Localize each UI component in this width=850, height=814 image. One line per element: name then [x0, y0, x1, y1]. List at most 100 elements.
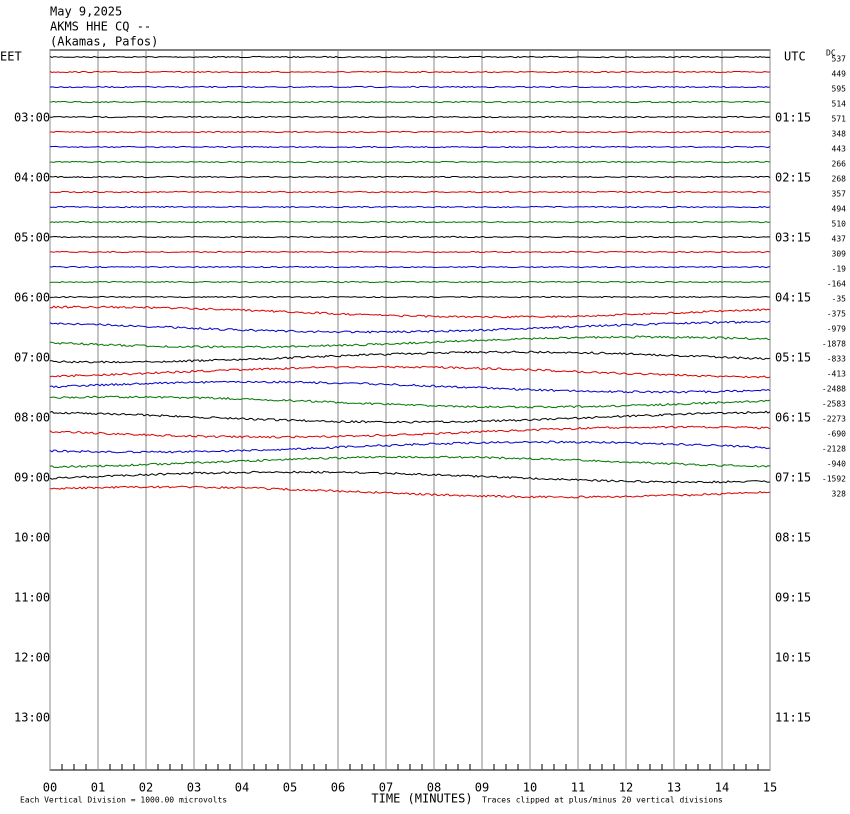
x-tick-label: 05 — [283, 781, 297, 795]
dc-offset: 268 — [832, 175, 847, 184]
dc-offset: 443 — [832, 145, 847, 154]
trace — [49, 485, 771, 499]
dc-offset: -2583 — [822, 400, 846, 409]
trace — [49, 470, 771, 484]
trace — [49, 335, 771, 349]
dc-label: DC — [826, 49, 836, 58]
x-tick-label: 12 — [619, 781, 633, 795]
trace — [49, 280, 770, 284]
dc-offset: 449 — [832, 70, 847, 79]
footer-left: Each Vertical Division = 1000.00 microvo… — [20, 796, 227, 805]
trace — [49, 160, 771, 164]
dc-offset: -2273 — [822, 415, 846, 424]
dc-offset: -375 — [827, 310, 846, 319]
dc-offset: 595 — [832, 85, 847, 94]
left-hour: 07:00 — [14, 351, 50, 365]
x-tick-label: 02 — [139, 781, 153, 795]
trace — [49, 365, 771, 379]
dc-offset: 510 — [832, 220, 847, 229]
trace — [49, 425, 771, 439]
right-hour: 07:15 — [775, 471, 811, 485]
x-tick-label: 06 — [331, 781, 345, 795]
right-hour: 06:15 — [775, 411, 811, 425]
trace — [50, 130, 771, 134]
trace — [49, 235, 771, 239]
trace — [49, 265, 771, 269]
right-hour: 03:15 — [775, 231, 811, 245]
dc-offset: 348 — [832, 130, 847, 139]
plot-frame — [49, 49, 771, 771]
dc-offset: -690 — [827, 430, 846, 439]
dc-offset: -2488 — [822, 385, 846, 394]
trace — [49, 395, 771, 409]
dc-offset: 437 — [832, 235, 847, 244]
dc-offset: -1592 — [822, 475, 846, 484]
dc-offset: -2128 — [822, 445, 846, 454]
dc-offset: 309 — [832, 250, 847, 259]
left-zone: EET — [0, 50, 22, 64]
left-hour: 09:00 — [14, 471, 50, 485]
trace — [49, 320, 771, 334]
dc-offset: 571 — [832, 115, 847, 124]
left-hour: 06:00 — [14, 291, 50, 305]
trace — [49, 440, 771, 454]
left-hour: 10:00 — [14, 531, 50, 545]
x-tick-label: 09 — [475, 781, 489, 795]
trace — [49, 220, 771, 224]
x-tick-label: 04 — [235, 781, 249, 795]
left-hour: 13:00 — [14, 711, 50, 725]
dc-offset: 537 — [832, 55, 847, 64]
x-label: TIME (MINUTES) — [371, 792, 472, 806]
x-tick-label: 03 — [187, 781, 201, 795]
left-hour: 04:00 — [14, 171, 50, 185]
dc-offset: 357 — [832, 190, 847, 199]
trace — [50, 295, 770, 299]
trace — [49, 205, 771, 209]
right-hour: 01:15 — [775, 111, 811, 125]
dc-offset: 328 — [832, 490, 847, 499]
trace — [49, 190, 771, 194]
right-hour: 08:15 — [775, 531, 811, 545]
right-hour: 11:15 — [775, 711, 811, 725]
dc-offset: 266 — [832, 160, 847, 169]
dc-offset: -940 — [827, 460, 846, 469]
dc-offset: -164 — [827, 280, 846, 289]
x-tick-label: 13 — [667, 781, 681, 795]
trace — [49, 410, 771, 424]
trace — [49, 350, 771, 364]
dc-offset: -833 — [827, 355, 846, 364]
trace — [49, 100, 771, 104]
left-hour: 12:00 — [14, 651, 50, 665]
left-hour: 03:00 — [14, 111, 50, 125]
dc-offset: -413 — [827, 370, 846, 379]
right-hour: 09:15 — [775, 591, 811, 605]
x-tick-label: 01 — [91, 781, 105, 795]
x-tick-label: 14 — [715, 781, 729, 795]
trace — [49, 55, 771, 59]
footer-right: Traces clipped at plus/minus 20 vertical… — [482, 796, 723, 805]
right-hour: 10:15 — [775, 651, 811, 665]
trace — [49, 70, 771, 74]
right-hour: 05:15 — [775, 351, 811, 365]
trace — [49, 250, 771, 254]
left-hour: 11:00 — [14, 591, 50, 605]
trace — [49, 175, 771, 179]
right-zone: UTC — [784, 50, 806, 64]
dc-offset: 514 — [832, 100, 847, 109]
trace — [50, 115, 771, 119]
x-tick-label: 11 — [571, 781, 585, 795]
x-tick-label: 15 — [763, 781, 777, 795]
x-tick-label: 08 — [427, 781, 441, 795]
x-tick-label: 07 — [379, 781, 393, 795]
header-line: AKMS HHE CQ -- — [50, 20, 151, 34]
dc-offset: -979 — [827, 325, 846, 334]
trace — [49, 305, 771, 319]
left-hour: 05:00 — [14, 231, 50, 245]
x-tick-label: 10 — [523, 781, 537, 795]
dc-offset: -19 — [832, 265, 847, 274]
dc-offset: 494 — [832, 205, 847, 214]
left-hour: 08:00 — [14, 411, 50, 425]
dc-offset: -1878 — [822, 340, 846, 349]
trace — [49, 145, 771, 149]
